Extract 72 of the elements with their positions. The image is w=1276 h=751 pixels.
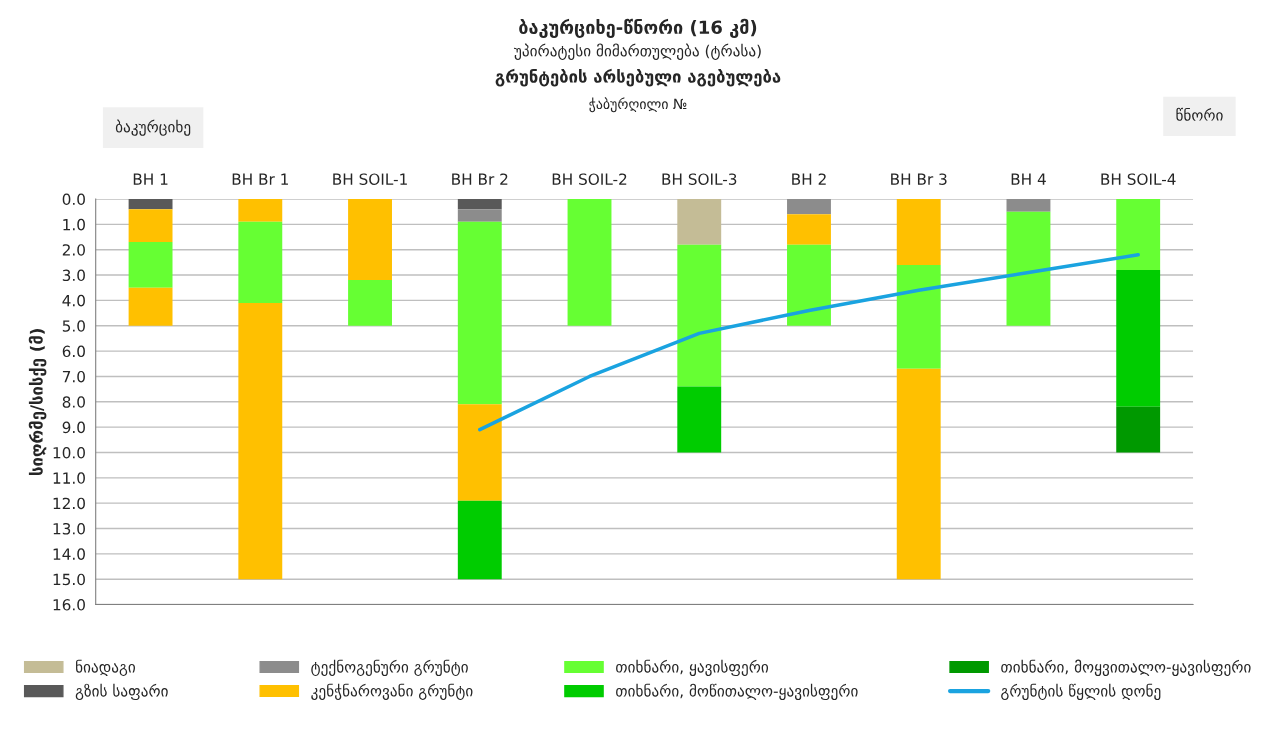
text: წნორი	[1176, 107, 1223, 121]
y-tick-label: 10.0	[53, 446, 85, 459]
bar	[348, 280, 392, 326]
bar	[677, 244, 722, 387]
bar	[787, 214, 831, 245]
bar	[457, 404, 502, 501]
x-tick-label: BH 1	[133, 173, 168, 185]
line-series	[478, 253, 1140, 432]
bar	[896, 264, 941, 369]
y-tick-label: 5.0	[62, 320, 85, 332]
legend-label: ტექნოგენური გრუნტი	[311, 659, 468, 677]
bar	[457, 199, 502, 210]
bar	[1116, 199, 1161, 270]
bar	[896, 368, 941, 580]
x-tick-label: BH SOIL-2	[552, 173, 627, 185]
x-tick-label: BH Br 1	[232, 173, 288, 185]
text: გრუნტების არსებული აგებულება	[495, 68, 781, 87]
bar	[1006, 211, 1051, 326]
x-tick-label: BH Br 3	[891, 173, 947, 185]
bar	[238, 199, 283, 222]
bar	[1116, 269, 1161, 407]
y-tick-label: 9.0	[62, 421, 85, 434]
y-tick-label: 11.0	[53, 472, 85, 484]
bar	[128, 242, 173, 288]
bar	[128, 199, 173, 210]
text: ჭაბურღილი №	[589, 97, 687, 113]
y-tick-label: 3.0	[62, 269, 85, 282]
bar	[567, 199, 612, 326]
bar	[787, 199, 831, 215]
bar	[787, 244, 831, 326]
y-tick-label: 6.0	[62, 345, 85, 358]
y-tick-label: 2.0	[62, 244, 85, 256]
chart-title: ბაკურციხე-წნორი (16 კმ)	[519, 18, 757, 38]
y-tick-label: 8.0	[62, 396, 85, 408]
bar	[238, 302, 283, 580]
bar	[128, 209, 173, 243]
bar	[457, 500, 502, 580]
bar	[128, 287, 173, 326]
bar	[677, 386, 722, 453]
bar	[238, 221, 283, 303]
y-tick-label: 1.0	[63, 218, 85, 231]
y-tick-label: 4.0	[62, 294, 85, 307]
x-tick-label: BH SOIL-1	[333, 173, 407, 185]
y-tick-label: 15.0	[53, 573, 85, 586]
chart-subtitle: უპირატესი მიმართულება (ტრასა)	[513, 43, 761, 60]
legend-label: გრუნტის წყლის დონე	[1001, 683, 1161, 701]
x-tick-label: BH Br 2	[452, 173, 508, 185]
bar	[677, 199, 722, 245]
text: ბაკურციხე	[115, 119, 191, 136]
legend-label: თიხნარი, მოწითალო-ყავისფერი	[616, 683, 858, 701]
legend-label: თიხნარი, მოყვითალო-ყავისფერი	[1001, 659, 1251, 677]
y-tick-label: 13.0	[53, 522, 85, 535]
legend-label: გზის საფარი	[75, 683, 168, 701]
x-tick-label: BH 4	[1011, 173, 1046, 185]
y-tick-label: 12.0	[53, 497, 85, 510]
bar	[457, 221, 502, 405]
legend-label: კენჭნაროვანი გრუნტი	[311, 683, 473, 700]
y-tick-label: 0.0	[62, 193, 85, 206]
x-tick-label: BH 2	[792, 173, 826, 185]
y-tick-label: 7.0	[62, 370, 85, 383]
legend-label: თიხნარი, ყავისფერი	[616, 659, 769, 677]
x-tick-label: BH SOIL-3	[662, 173, 737, 185]
y-tick-label: 16.0	[53, 599, 85, 611]
x-tick-label: BH SOIL-4	[1101, 173, 1176, 185]
bar	[457, 209, 502, 222]
bar	[348, 199, 392, 281]
y-tick-label: 14.0	[53, 548, 85, 560]
legend-label: ნიადაგი	[76, 659, 136, 676]
bar	[1116, 406, 1161, 453]
bar	[1006, 199, 1051, 212]
bar	[896, 199, 941, 265]
y-axis-title: სიღრმე/სისქე (მ)	[28, 329, 47, 475]
